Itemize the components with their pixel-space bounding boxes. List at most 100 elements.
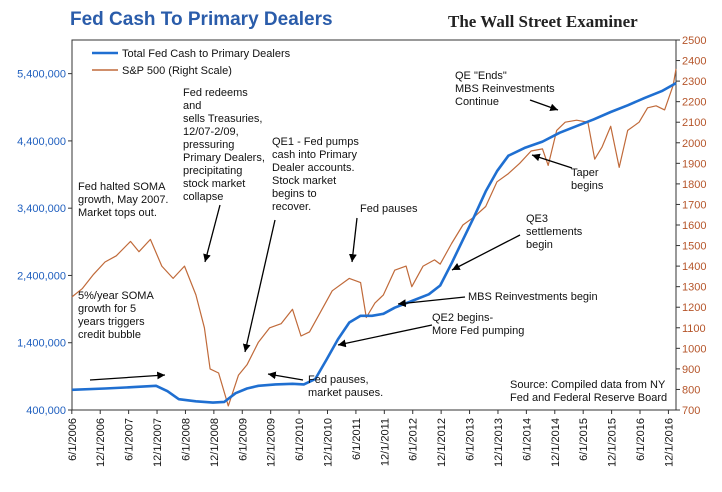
annotation-line: Fed pauses: [360, 203, 418, 215]
annotation-line: QE2 begins-: [432, 312, 493, 324]
x-tick-label: 12/1/2013: [493, 418, 505, 467]
source-note-line-1: Source: Compiled data from NY: [510, 379, 666, 391]
y-right-tick-label: 900: [682, 364, 700, 376]
annotation-line: Primary Dealers,: [183, 152, 265, 164]
axes: [71, 39, 677, 411]
annotation-line: precipitating: [183, 165, 242, 177]
annotation-line: and: [183, 100, 201, 112]
annotation-line: begins: [571, 180, 604, 192]
annotation-line: growth for 5: [78, 303, 136, 315]
source-note: Source: Compiled data from NY Fed and Fe…: [510, 379, 667, 404]
annotation-line: Stock market: [272, 175, 336, 187]
y-left-tick-label: 400,000: [26, 405, 66, 417]
arrow-mbs-begin: [397, 296, 466, 308]
series-layer: [71, 68, 677, 407]
y-right-axis: 700 800 900 1000 1100 1200 1300 1400 1500 1600 170…: [676, 35, 706, 417]
y-right-tick-label: 2400: [682, 56, 706, 68]
annotation-line: recover.: [272, 201, 311, 213]
y-right-tick-label: 1700: [682, 199, 706, 211]
series-line-fed-cash: [71, 81, 677, 404]
annotation-line: pressuring: [183, 139, 234, 151]
arrow-qe1: [242, 219, 276, 353]
y-left-tick-label: 4,400,000: [17, 136, 66, 148]
annotation-line: sells Treasuries,: [183, 113, 262, 125]
x-tick-label: 12/1/2011: [379, 418, 391, 466]
y-right-tick-label: 1300: [682, 282, 706, 294]
series-line-sp500: [71, 68, 677, 407]
arrow-fed-pauses: [349, 217, 358, 263]
x-tick-label: 6/1/2010: [294, 418, 306, 461]
annotation-line: growth, May 2007.: [78, 194, 169, 206]
annotation-line: Fed pauses,: [308, 374, 369, 386]
x-tick-label: 6/1/2013: [465, 418, 477, 461]
arrow-qe3: [451, 234, 521, 271]
annotation-line: MBS Reinvestments: [455, 83, 555, 95]
x-tick-label: 12/1/2006: [95, 418, 107, 467]
x-tick-label: 6/1/2015: [578, 418, 590, 461]
legend-label-fed-cash: Total Fed Cash to Primary Dealers: [122, 48, 291, 60]
y-left-tick-label: 5,400,000: [17, 69, 66, 81]
annotation-a7: QE2 begins-More Fed pumping: [432, 312, 524, 337]
y-right-tick-label: 1000: [682, 343, 706, 355]
annotation-line: MBS Reinvestments begin: [468, 291, 598, 303]
annotation-line: begins to: [272, 188, 317, 200]
x-tick-label: 12/1/2015: [607, 418, 619, 467]
y-right-tick-label: 2300: [682, 76, 706, 88]
annotation-line: 12/07-2/09,: [183, 126, 239, 138]
x-tick-label: 6/1/2016: [635, 418, 647, 461]
x-tick-label: 12/1/2008: [209, 418, 221, 467]
annotation-line: years triggers: [78, 316, 145, 328]
legend-label-sp500: S&P 500 (Right Scale): [122, 65, 232, 77]
x-tick-label: 6/1/2007: [124, 418, 136, 461]
y-right-tick-label: 1900: [682, 158, 706, 170]
annotation-line: Continue: [455, 96, 499, 108]
annotation-line: Fed halted SOMA: [78, 181, 166, 193]
x-tick-label: 6/1/2006: [67, 418, 79, 461]
y-right-tick-label: 1800: [682, 179, 706, 191]
annotation-line: credit bubble: [78, 329, 141, 341]
annotation-line: settlements: [526, 226, 583, 238]
annotation-a6: Fed pauses,market pauses.: [308, 374, 383, 399]
x-tick-label: 12/1/2012: [436, 418, 448, 467]
y-left-tick-label: 1,400,000: [17, 338, 66, 350]
y-right-tick-label: 1100: [682, 323, 706, 335]
y-right-tick-label: 1500: [682, 241, 706, 253]
annotation-line: begin: [526, 239, 553, 251]
annotation-line: Taper: [571, 167, 599, 179]
arrow-fed-pauses-market: [267, 371, 304, 381]
annotation-a5: Fed pauses: [360, 203, 418, 215]
brand-logo: The Wall Street Examiner: [448, 12, 638, 31]
x-tick-label: 12/1/2009: [266, 418, 278, 467]
annotation-line: cash into Primary: [272, 149, 357, 161]
annotation-line: 5%/year SOMA: [78, 290, 154, 302]
annotation-arrows: [89, 99, 573, 381]
y-right-tick-label: 1200: [682, 302, 706, 314]
x-tick-label: 6/1/2008: [180, 418, 192, 461]
y-right-tick-label: 2200: [682, 97, 706, 109]
x-tick-label: 6/1/2014: [521, 418, 533, 461]
x-tick-label: 12/1/2010: [323, 418, 335, 467]
chart-title: Fed Cash To Primary Dealers: [70, 9, 333, 30]
annotation-line: stock market: [183, 178, 245, 190]
y-right-tick-label: 2000: [682, 138, 706, 150]
y-right-tick-label: 2100: [682, 117, 706, 129]
annotation-line: Dealer accounts.: [272, 162, 355, 174]
annotation-line: Market tops out.: [78, 207, 157, 219]
x-axis: 6/1/2006 12/1/2006 6/1/2007 12/1/2007 6/1/20…: [67, 410, 675, 467]
y-left-axis: 400,000 1,400,000 2,400,000 3,400,000 4,400,…: [17, 69, 72, 417]
y-right-tick-label: 1400: [682, 261, 706, 273]
arrow-qe-ends: [529, 99, 559, 112]
x-tick-label: 12/1/2007: [152, 418, 164, 467]
arrow-fed-redeems: [203, 204, 221, 263]
arrow-taper: [531, 153, 573, 169]
